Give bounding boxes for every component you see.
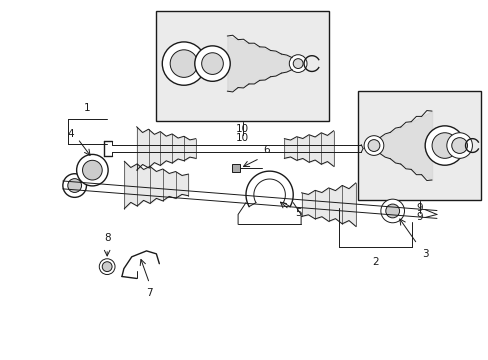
Circle shape <box>289 55 306 72</box>
Bar <box>232 164 240 172</box>
Text: 5: 5 <box>295 208 301 219</box>
Text: 6: 6 <box>263 145 270 156</box>
Text: 3: 3 <box>421 249 428 259</box>
Circle shape <box>424 126 464 165</box>
Circle shape <box>451 138 467 153</box>
Text: 8: 8 <box>103 233 110 243</box>
Circle shape <box>293 59 303 68</box>
Circle shape <box>162 42 205 85</box>
Text: 4: 4 <box>67 129 74 139</box>
Circle shape <box>82 160 102 180</box>
Circle shape <box>431 133 457 158</box>
Circle shape <box>364 136 383 156</box>
Circle shape <box>63 174 86 197</box>
Circle shape <box>194 46 230 81</box>
Bar <box>358 91 480 200</box>
Text: 2: 2 <box>371 257 378 267</box>
Circle shape <box>380 199 404 223</box>
Circle shape <box>77 154 108 186</box>
Circle shape <box>102 262 112 271</box>
Circle shape <box>446 133 471 158</box>
Text: 10: 10 <box>236 124 248 134</box>
Text: 9: 9 <box>416 212 422 221</box>
Circle shape <box>367 140 379 152</box>
Text: 7: 7 <box>146 288 152 298</box>
Circle shape <box>99 259 115 275</box>
Circle shape <box>385 204 399 218</box>
Circle shape <box>68 179 81 193</box>
Circle shape <box>201 53 223 75</box>
Bar <box>156 11 328 121</box>
Text: 9: 9 <box>416 203 422 213</box>
Circle shape <box>170 50 197 77</box>
Text: 10: 10 <box>236 133 248 143</box>
Text: 1: 1 <box>84 103 91 113</box>
